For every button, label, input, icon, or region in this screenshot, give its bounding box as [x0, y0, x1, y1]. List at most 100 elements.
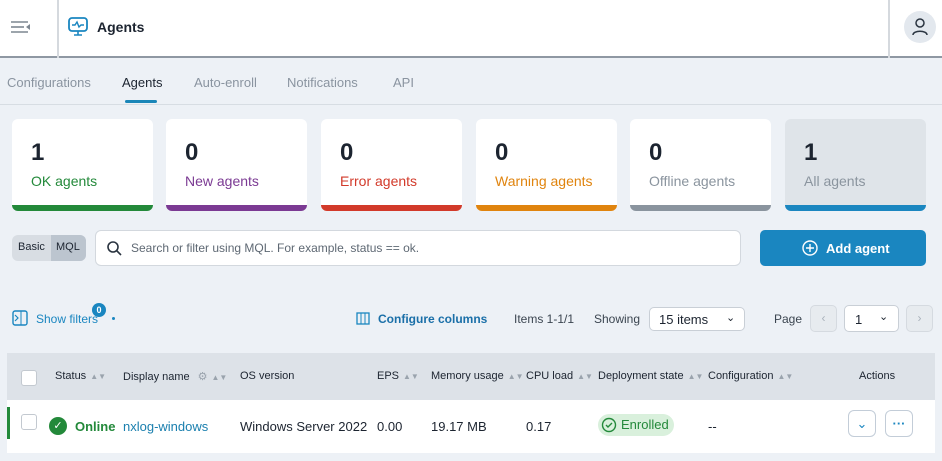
card-all-agents[interactable]: 1 All agents: [785, 119, 926, 211]
page-label: Page: [774, 312, 803, 326]
card-ok-agents[interactable]: 1 OK agents: [12, 119, 153, 211]
page-title: Agents: [97, 19, 145, 35]
expand-row-button[interactable]: ⌄: [848, 410, 876, 437]
page-select[interactable]: 1 ⌄: [844, 305, 899, 332]
card-bar: [785, 205, 926, 211]
col-label: EPS: [377, 370, 400, 382]
col-cpu-load[interactable]: CPU load ▲▼: [526, 370, 593, 382]
col-status[interactable]: Status ▲▼: [55, 370, 106, 382]
plus-circle-icon: [802, 240, 818, 256]
card-count: 0: [340, 139, 354, 166]
showing-label: Showing: [594, 312, 641, 326]
card-offline-agents[interactable]: 0 Offline agents: [630, 119, 771, 211]
card-bar: [12, 205, 153, 211]
col-memory-usage[interactable]: Memory usage ▲▼: [431, 370, 524, 382]
sort-icon: ▲▼: [777, 372, 794, 381]
search-icon: [107, 241, 122, 256]
card-count: 1: [31, 139, 45, 166]
tab-api[interactable]: API: [393, 75, 414, 90]
eps-value: 0.00: [377, 419, 403, 434]
search-mode-toggle[interactable]: Basic MQL: [12, 235, 86, 261]
filter-count-badge: 0: [92, 303, 106, 317]
tab-agents[interactable]: Agents: [122, 75, 163, 90]
divider: [57, 0, 59, 58]
col-display-name[interactable]: Display name ⚙ ▲▼: [123, 370, 227, 383]
items-count: Items 1-1/1: [514, 312, 575, 326]
sort-icon: ▲▼: [90, 372, 107, 381]
card-bar: [166, 205, 307, 211]
user-icon[interactable]: [904, 11, 936, 43]
sort-icon: ▲▼: [507, 372, 524, 381]
table-header: [7, 353, 935, 400]
card-count: 0: [185, 139, 199, 166]
col-configuration[interactable]: Configuration ▲▼: [708, 370, 793, 382]
card-bar: [630, 205, 771, 211]
tab-auto-enroll[interactable]: Auto-enroll: [194, 75, 257, 90]
chevron-down-icon: ⌄: [879, 311, 889, 323]
card-bar: [321, 205, 462, 211]
card-warning-agents[interactable]: 0 Warning agents: [476, 119, 617, 211]
search-placeholder: Search or filter using MQL. For example,…: [131, 241, 420, 255]
columns-icon: [356, 312, 370, 325]
more-actions-button[interactable]: ···: [885, 410, 913, 437]
card-error-agents[interactable]: 0 Error agents: [321, 119, 462, 211]
app-header: [0, 0, 942, 58]
col-label: Deployment state: [598, 370, 684, 382]
sort-icon: ▲▼: [687, 372, 704, 381]
prev-page-button[interactable]: ‹: [810, 305, 837, 332]
card-new-agents[interactable]: 0 New agents: [166, 119, 307, 211]
mode-basic[interactable]: Basic: [18, 241, 45, 253]
col-label: Display name: [123, 371, 190, 383]
divider: [888, 0, 890, 58]
sort-icon: ▲▼: [577, 372, 593, 381]
col-label: Status: [55, 370, 87, 382]
tab-configurations[interactable]: Configurations: [7, 75, 91, 90]
card-label: Offline agents: [649, 173, 736, 189]
show-filters-label: Show filters: [36, 312, 99, 326]
deployment-text: Enrolled: [621, 417, 669, 432]
mode-mql[interactable]: MQL: [51, 235, 86, 261]
card-label: All agents: [804, 173, 866, 189]
select-all-checkbox[interactable]: [21, 370, 37, 386]
col-eps[interactable]: EPS ▲▼: [377, 370, 419, 382]
deployment-badge: Enrolled: [598, 414, 674, 436]
card-label: New agents: [185, 173, 259, 189]
card-label: Error agents: [340, 173, 418, 189]
table-row[interactable]: [7, 400, 935, 453]
add-agent-label: Add agent: [826, 241, 890, 256]
card-bar: [476, 205, 617, 211]
check-circle-icon: ✓: [49, 417, 67, 435]
status-text: Online: [75, 419, 116, 434]
sort-icon: ▲▼: [211, 373, 228, 382]
col-os-version: OS version: [240, 370, 295, 382]
os-version: Windows Server 2022: [240, 419, 368, 434]
row-status-indicator: [7, 407, 10, 439]
monitor-pulse-icon: [68, 17, 88, 42]
page-size-select[interactable]: 15 items ⌄: [649, 307, 745, 331]
card-count: 0: [495, 139, 509, 166]
cpu-value: 0.17: [526, 419, 552, 434]
tab-notifications[interactable]: Notifications: [287, 75, 358, 90]
search-input[interactable]: Search or filter using MQL. For example,…: [95, 230, 741, 266]
check-circle-icon: [601, 417, 617, 433]
dot: [112, 317, 115, 320]
add-agent-button[interactable]: Add agent: [760, 230, 926, 266]
agent-name-link[interactable]: nxlog-windows: [123, 419, 209, 434]
page-size-value: 15 items: [659, 312, 709, 327]
chevron-down-icon: ⌄: [726, 312, 736, 324]
col-actions: Actions: [859, 370, 896, 382]
col-label: Configuration: [708, 370, 774, 382]
next-page-button[interactable]: ›: [906, 305, 933, 332]
card-count: 0: [649, 139, 663, 166]
col-deployment-state[interactable]: Deployment state ▲▼: [598, 370, 703, 382]
col-label: CPU load: [526, 370, 574, 382]
card-label: Warning agents: [495, 173, 593, 189]
gear-icon[interactable]: ⚙: [197, 371, 208, 383]
page-value: 1: [855, 312, 863, 327]
col-label: Memory usage: [431, 370, 504, 382]
configure-columns-label: Configure columns: [378, 312, 488, 326]
collapse-menu-icon[interactable]: [10, 19, 32, 35]
row-checkbox[interactable]: [21, 414, 37, 430]
configuration-value: --: [708, 419, 717, 434]
memory-value: 19.17 MB: [431, 419, 487, 434]
